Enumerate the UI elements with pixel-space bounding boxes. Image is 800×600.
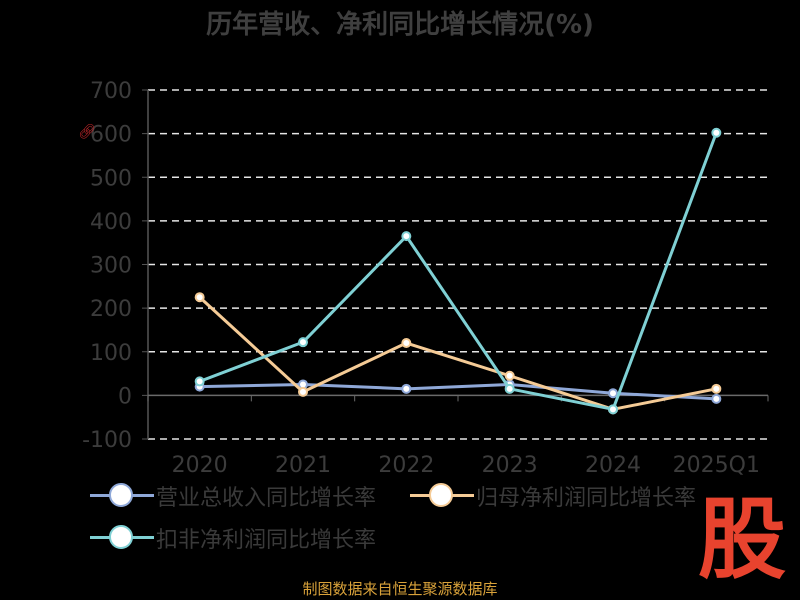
gridlines	[148, 89, 768, 440]
y-tick-label: 400	[90, 210, 132, 235]
legend-item-revenue[interactable]: 营业总收入同比增长率	[90, 480, 376, 512]
y-tick-label: 300	[90, 254, 132, 279]
data-point	[504, 370, 515, 381]
series-line	[199, 132, 718, 411]
y-tick-label: 100	[90, 341, 132, 366]
data-point	[401, 383, 412, 394]
legend-label: 归母净利润同比增长率	[476, 486, 697, 511]
data-point	[401, 338, 412, 349]
data-point	[194, 376, 205, 387]
link-icon: 🔗︎	[78, 124, 96, 140]
legend-symbol	[410, 481, 474, 511]
x-tick-label: 2025Q1	[673, 453, 760, 478]
data-point	[711, 127, 722, 138]
y-tick-label: 500	[90, 166, 132, 191]
y-tick-labels: -100 0 100 200 300 400 500 600 700	[82, 79, 132, 453]
legend-label: 扣非净利润同比增长率	[156, 528, 377, 553]
chart-title: 历年营收、净利同比增长情况(%)	[206, 10, 594, 40]
x-tick-label: 2023	[482, 453, 538, 478]
series-lines	[194, 127, 722, 415]
x-tick-label: 2021	[275, 453, 331, 478]
brand-logo: 股	[684, 488, 800, 600]
x-tick-label: 2022	[378, 453, 434, 478]
legend-item-net-profit[interactable]: 归母净利润同比增长率	[410, 480, 696, 512]
data-point	[298, 337, 308, 348]
data-point	[194, 292, 205, 303]
y-tick-label: 700	[90, 79, 132, 104]
x-tick-label: 2020	[172, 453, 228, 478]
y-tick-label: 600	[90, 123, 132, 148]
series-line	[198, 296, 717, 411]
series-2	[194, 292, 722, 415]
legend-symbol	[90, 481, 154, 511]
x-tick-labels: 2020 2021 2022 2023 2024 2025Q1	[172, 453, 760, 478]
logo-text: 股	[697, 488, 786, 591]
data-point	[711, 393, 722, 404]
data-point	[298, 386, 308, 397]
series-line	[199, 382, 717, 401]
data-point	[504, 383, 515, 394]
legend-symbol	[90, 523, 154, 553]
data-point	[711, 383, 722, 394]
data-source: 制图数据来自恒生聚源数据库	[302, 580, 498, 598]
y-tick-label: 0	[118, 384, 132, 409]
legend-item-deducted-profit[interactable]: 扣非净利润同比增长率	[90, 522, 376, 554]
data-point	[608, 388, 618, 399]
x-tick-label: 2024	[585, 453, 641, 478]
data-point	[401, 231, 412, 242]
data-point	[608, 404, 618, 415]
y-tick-label: -100	[82, 428, 132, 453]
legend-label: 营业总收入同比增长率	[156, 486, 377, 511]
y-tick-label: 200	[90, 297, 132, 322]
series-3	[194, 127, 722, 415]
